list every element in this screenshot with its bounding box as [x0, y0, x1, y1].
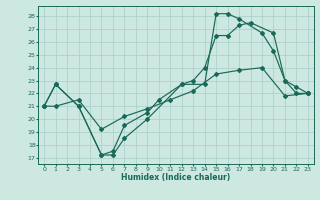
X-axis label: Humidex (Indice chaleur): Humidex (Indice chaleur)	[121, 173, 231, 182]
